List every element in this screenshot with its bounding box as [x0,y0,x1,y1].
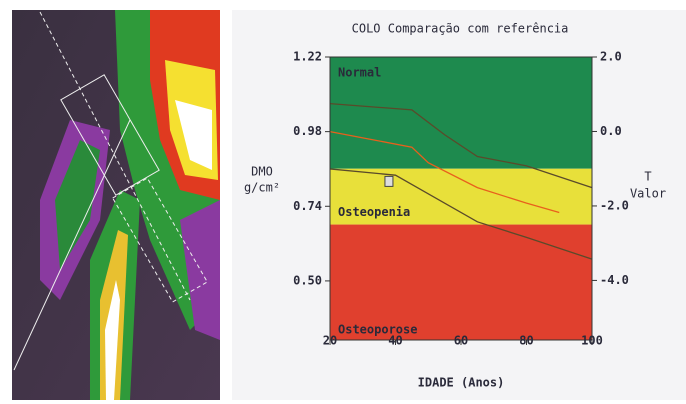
x-axis-label: IDADE (Anos) [418,376,505,390]
chart-title: COLO Comparação com referência [352,22,569,36]
patient-point [385,176,393,186]
x-tick-label: 100 [581,334,603,348]
y-tick-label: 0.74 [293,199,322,213]
y-tick-label: 1.22 [293,50,322,64]
y-axis-label: DMO [251,165,273,179]
x-tick-label: 40 [388,334,402,348]
y2-tick-label: -4.0 [600,273,629,287]
x-tick-label: 60 [454,334,468,348]
y2-axis-label: Valor [630,187,666,201]
x-tick-label: 20 [323,334,337,348]
y2-tick-label: -2.0 [600,198,629,212]
page: COLO Comparação com referência DMO g/cm²… [0,0,686,400]
y-tick-label: 0.50 [293,273,322,287]
y2-axis-label: T [644,170,651,184]
x-tick-label: 80 [519,334,533,348]
y-axis-label: g/cm² [244,181,280,195]
zone-label: Osteopenia [338,205,410,219]
y2-tick-label: 2.0 [600,50,622,64]
scan-image [12,10,220,400]
y2-tick-label: 0.0 [600,124,622,138]
zone-label: Normal [338,66,381,80]
zone-label: Osteoporose [338,323,417,337]
y-tick-label: 0.98 [293,124,322,138]
